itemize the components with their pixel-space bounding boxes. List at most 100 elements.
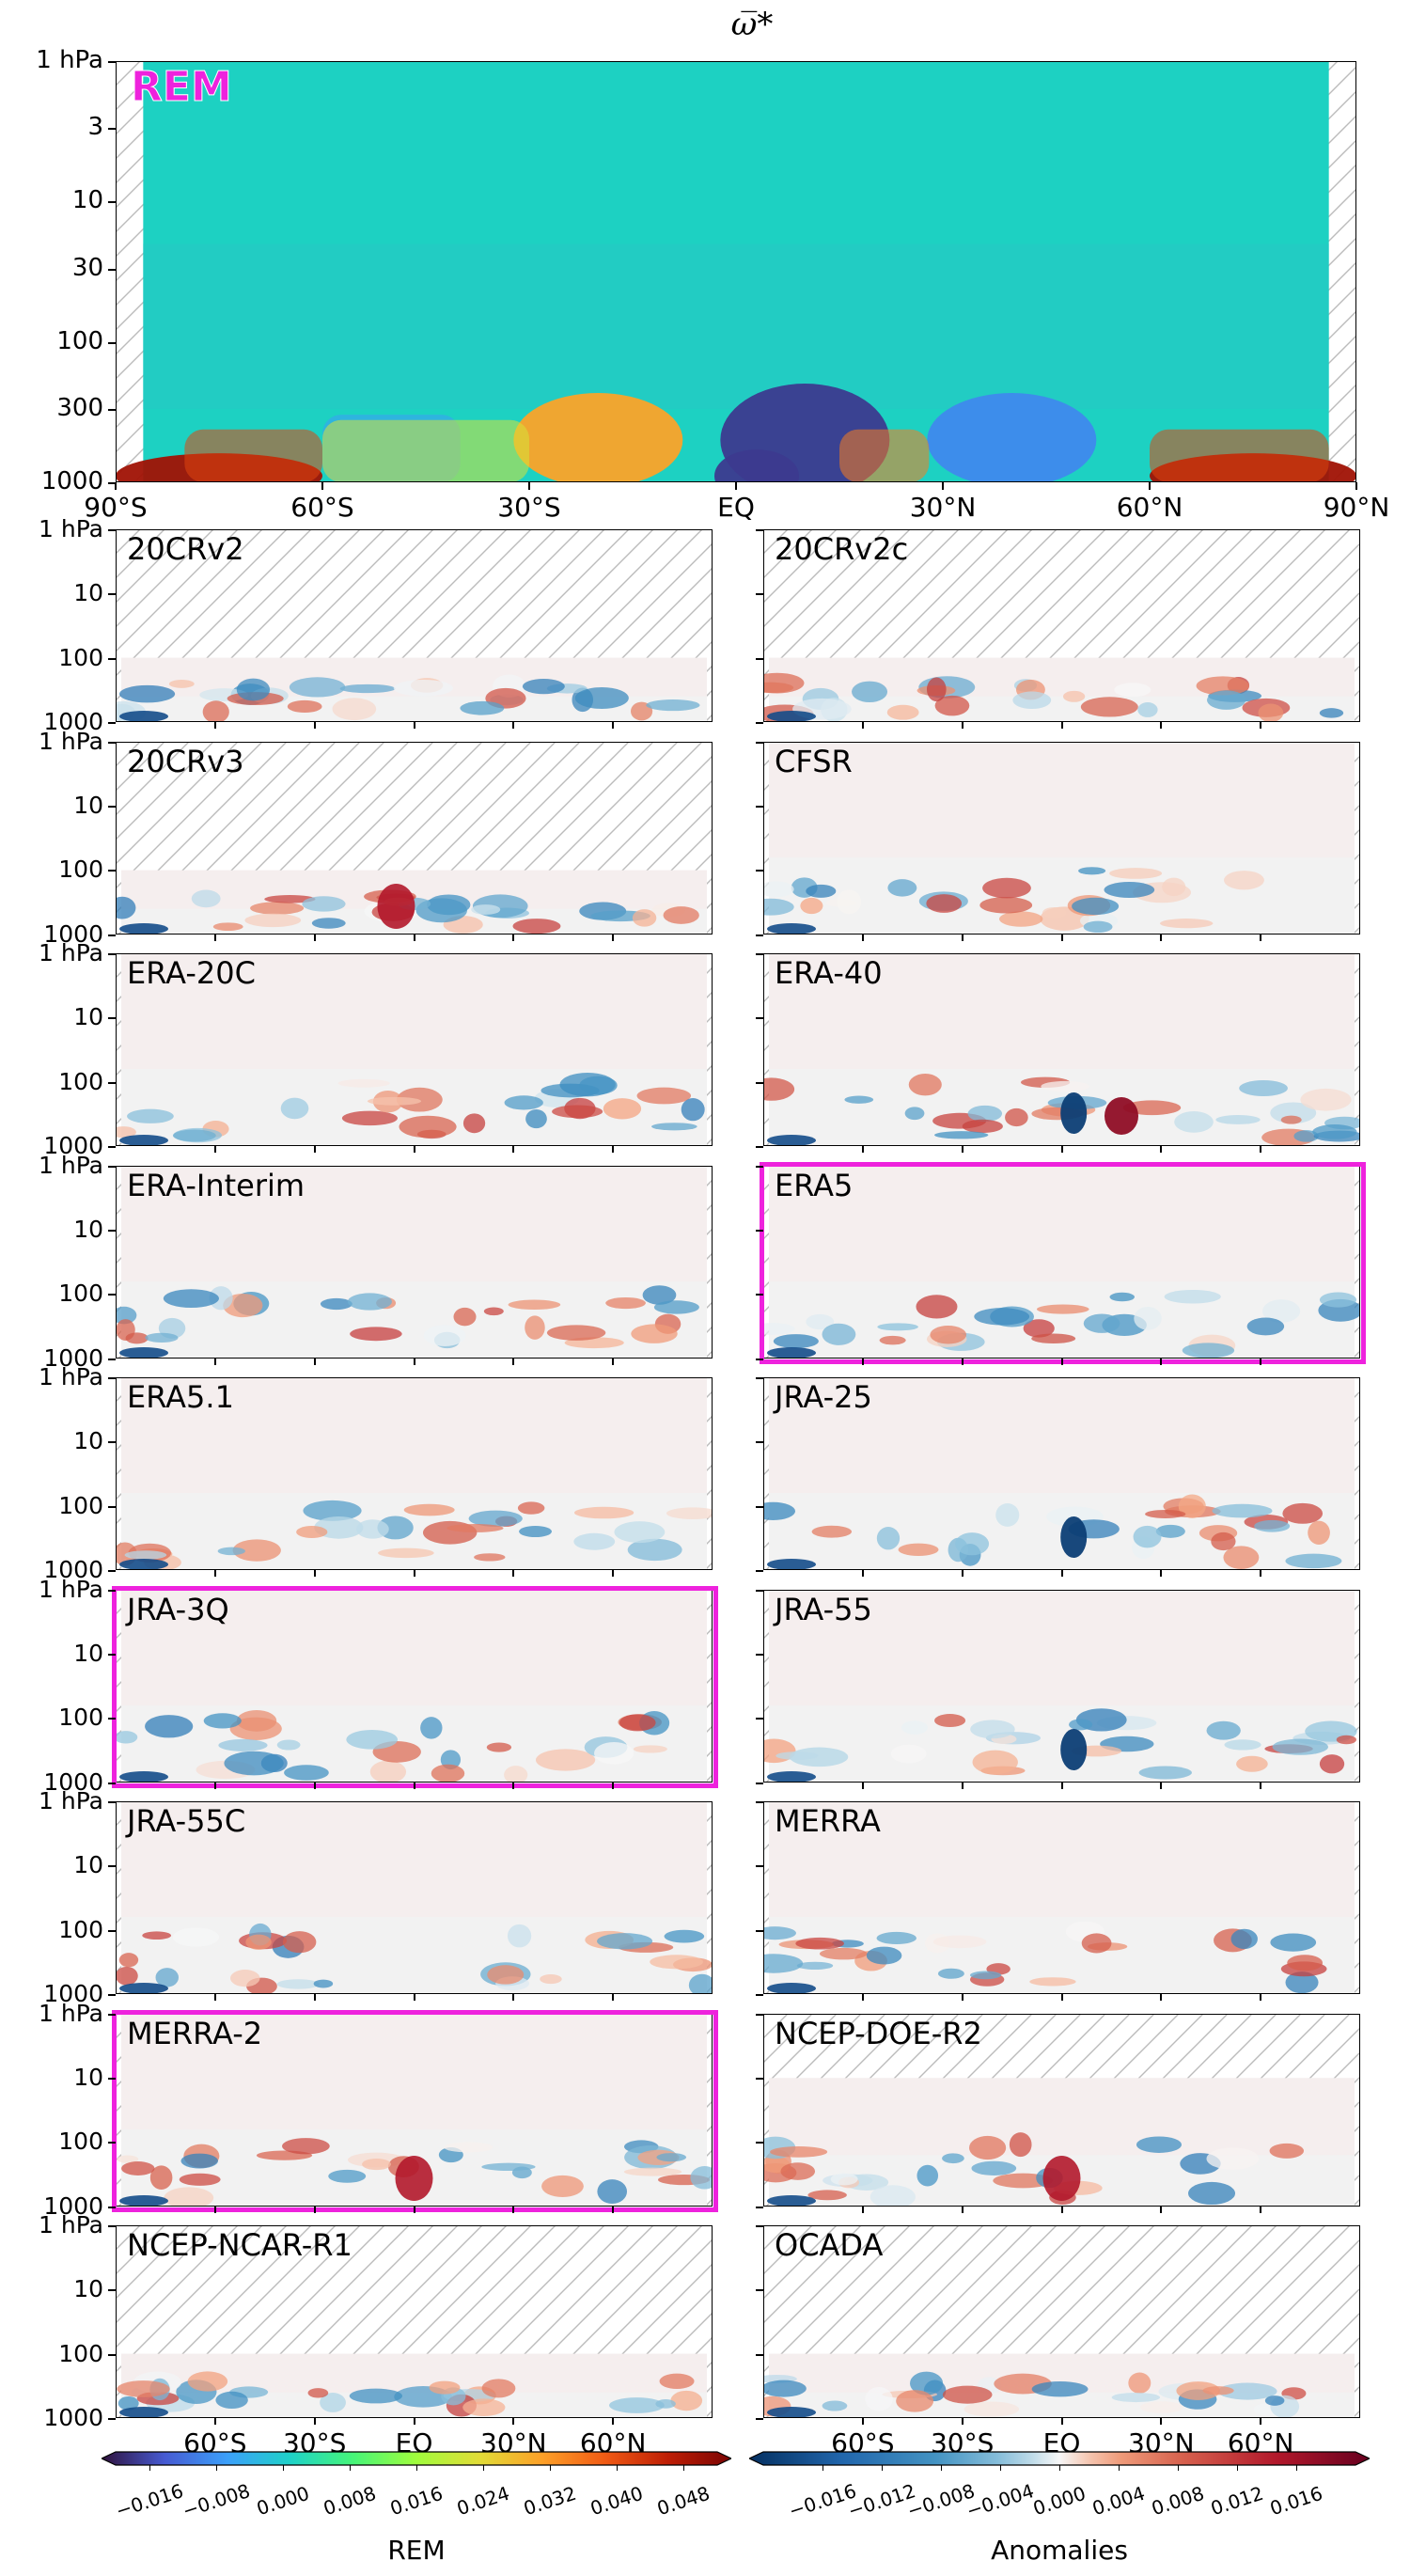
colorbar-tick-mark [882,2465,883,2471]
anomaly-x-tick-mark [313,1994,316,2001]
anomaly-x-tick-mark [1060,1782,1063,1789]
colorbar-tick-mark [282,2465,284,2471]
anomaly-x-tick-mark [413,2418,415,2425]
rem-y-tick-mark [108,408,116,411]
colorbar-tick-mark [1059,2465,1060,2471]
anomaly-y-tick-label: 1 hPa [39,1999,103,2027]
anomaly-panel-label: JRA-25 [775,1379,872,1415]
anomaly-y-tick-mark [108,953,116,955]
anomaly-x-tick-mark [1060,934,1063,941]
anomaly-y-tick-mark [108,805,116,808]
anomaly-x-tick-mark [313,2418,316,2425]
anomaly-y-tick-mark [108,1229,116,1232]
anomaly-heatmap [116,741,713,935]
rem-main-panel: REM [116,61,1356,482]
anomaly-panel: MERRA [763,1801,1360,1994]
colorbar-tick-mark [822,2465,823,2471]
anomaly-heatmap [763,1801,1360,1994]
anomaly-y-tick-mark [108,2206,116,2208]
anomaly-heatmap [116,1589,713,1783]
anomaly-panel-label: ERA-40 [775,955,883,991]
anomaly-x-tick-mark [213,1358,216,1365]
anomaly-panel-label: ERA5 [775,1167,854,1203]
anomaly-x-tick-mark [1160,1994,1163,2001]
anomaly-x-tick-mark [961,1994,964,2001]
anomaly-heatmap [763,953,1360,1146]
colorbar-tick-mark [215,2465,217,2471]
rem-y-tick-mark [108,341,116,344]
anomaly-heatmap [763,1377,1360,1570]
anomaly-x-tick-mark [1260,1570,1262,1577]
colorbar-tick-mark [1000,2465,1001,2471]
colorbar-tick-mark [483,2465,485,2471]
rem-x-tick-label: EQ [717,492,755,523]
anomaly-y-tick-mark [756,2418,763,2420]
anomaly-y-tick-mark [756,870,763,872]
anomaly-x-tick-mark [213,1146,216,1153]
anomaly-y-tick-mark [756,1782,763,1784]
anomaly-x-tick-mark [1160,2206,1163,2213]
anomaly-heatmap [763,1589,1360,1783]
anomaly-y-tick-label: 100 [58,1067,103,1095]
anomaly-y-tick-label: 10 [73,1003,103,1031]
anomaly-y-tick-label: 10 [73,1215,103,1243]
anomaly-x-tick-mark [1060,2418,1063,2425]
anomaly-x-tick-mark [861,2206,864,2213]
anomaly-y-tick-mark [108,1570,116,1572]
anomaly-x-tick-mark [612,722,615,729]
highlight-frame [112,1585,718,1788]
anomaly-panel-label: MERRA [775,1803,881,1839]
anomaly-x-tick-mark [861,1358,864,1365]
colorbar-anomalies [749,2451,1370,2466]
anomaly-x-tick-mark [1060,1358,1063,1365]
anomaly-y-tick-mark [108,1865,116,1868]
rem-y-tick-label: 30 [71,253,103,282]
colorbar-tick-mark [550,2465,552,2471]
anomaly-x-tick-mark [612,1570,615,1577]
anomaly-heatmap [116,1377,713,1570]
rem-x-tick-label: 90°N [1323,492,1390,523]
anomaly-y-tick-mark [108,2013,116,2016]
anomaly-y-tick-mark [756,1865,763,1868]
anomaly-x-tick-mark [861,1994,864,2001]
anomaly-y-tick-label: 1 hPa [39,939,103,966]
anomaly-x-tick-mark [961,2418,964,2425]
anomaly-x-tick-mark [512,1146,515,1153]
colorbar-tick-mark [349,2465,351,2471]
anomaly-x-tick-mark [1060,1994,1063,2001]
anomaly-x-tick-mark [1260,1994,1262,2001]
rem-y-tick-label: 1 hPa [36,46,103,74]
anomaly-y-tick-mark [108,1801,116,1803]
anomaly-x-tick-mark [612,1994,615,2001]
anomaly-panel-label: MERRA-2 [127,2015,263,2051]
rem-feature-blob [714,449,799,482]
anomaly-x-tick-mark [612,1358,615,1365]
anomaly-panel: CFSR [763,741,1360,935]
anomaly-panel-label: NCEP-NCAR-R1 [127,2227,352,2263]
anomaly-x-tick-mark [512,722,515,729]
anomaly-heatmap [763,741,1360,935]
anomaly-panel: ERA5.1 [116,1377,713,1570]
anomaly-y-tick-mark [756,657,763,660]
anomaly-x-tick-mark [213,2206,216,2213]
rem-y-tick-label: 1000 [40,467,103,495]
anomaly-panel: 20CRv3 [116,741,713,935]
anomaly-panel-label: OCADA [775,2227,884,2263]
colorbar-tick-mark [683,2465,685,2471]
anomaly-y-tick-mark [756,934,763,936]
anomaly-x-tick-mark [861,1570,864,1577]
anomaly-y-tick-label: 100 [58,1491,103,1519]
anomaly-x-tick-mark [413,722,415,729]
anomaly-x-tick-mark [1160,1146,1163,1153]
anomaly-y-tick-mark [108,1653,116,1656]
anomaly-y-tick-label: 10 [73,1427,103,1455]
anomaly-panel: ERA-Interim [116,1165,713,1359]
rem-y-tick-mark [108,128,116,131]
rem-feature-blob [513,393,683,482]
anomaly-x-tick-mark [413,934,415,941]
rem-panel-label: REM [131,63,233,112]
rem-y-tick-mark [108,61,116,63]
rem-x-tick-mark [1355,482,1357,490]
anomaly-y-tick-label: 1000 [43,1556,103,1583]
anomaly-y-tick-mark [756,1994,763,1996]
